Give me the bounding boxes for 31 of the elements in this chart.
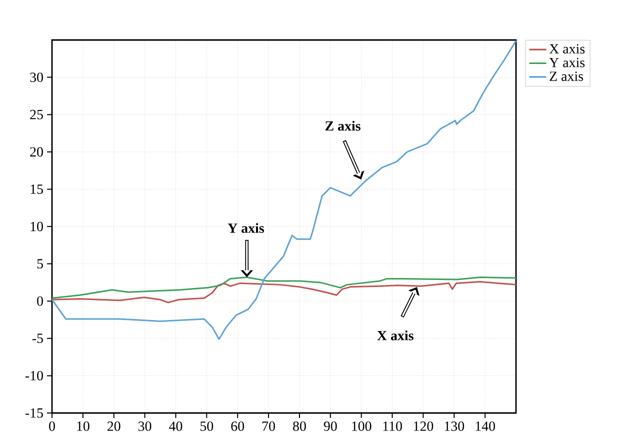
annotation: X axis (377, 330, 414, 340)
x-tick-label: 120 (414, 421, 434, 431)
y-tick-label: -15 (25, 408, 43, 418)
x-tick-label: 90 (324, 421, 337, 431)
y-tick-label: 5 (37, 259, 43, 268)
x-tick-label: 40 (169, 421, 182, 431)
x-tick-label: 80 (293, 421, 306, 431)
x-tick-label: 0 (49, 421, 55, 431)
x-tick-label: 140 (476, 421, 495, 431)
y-tick-label: 20 (30, 147, 43, 157)
y-tick-label: -5 (32, 334, 43, 344)
x-tick-label: 70 (262, 421, 275, 431)
y-tick-label: 10 (30, 222, 43, 232)
x-tick-label: 30 (138, 421, 152, 431)
x-tick-label: 60 (231, 421, 244, 431)
annotation: Y axis (228, 223, 264, 233)
legend-label: Y axis (549, 58, 585, 68)
x-tick-label: 10 (77, 421, 90, 431)
legend-label: X axis (549, 44, 585, 54)
x-tick-label: 20 (108, 421, 120, 431)
y-tick-label: -10 (25, 370, 43, 380)
y-tick-label: 25 (30, 110, 43, 120)
x-tick-label: 50 (200, 421, 214, 431)
x-tick-label: 110 (383, 421, 402, 431)
annotation: Z axis (325, 120, 360, 131)
x-tick-label: 130 (444, 421, 464, 431)
y-tick-label: 30 (30, 72, 43, 82)
y-tick-label: 15 (30, 184, 43, 194)
x-tick-label: 100 (352, 421, 372, 431)
y-tick-label: 0 (37, 296, 43, 306)
legend-label: Z axis (550, 72, 584, 81)
